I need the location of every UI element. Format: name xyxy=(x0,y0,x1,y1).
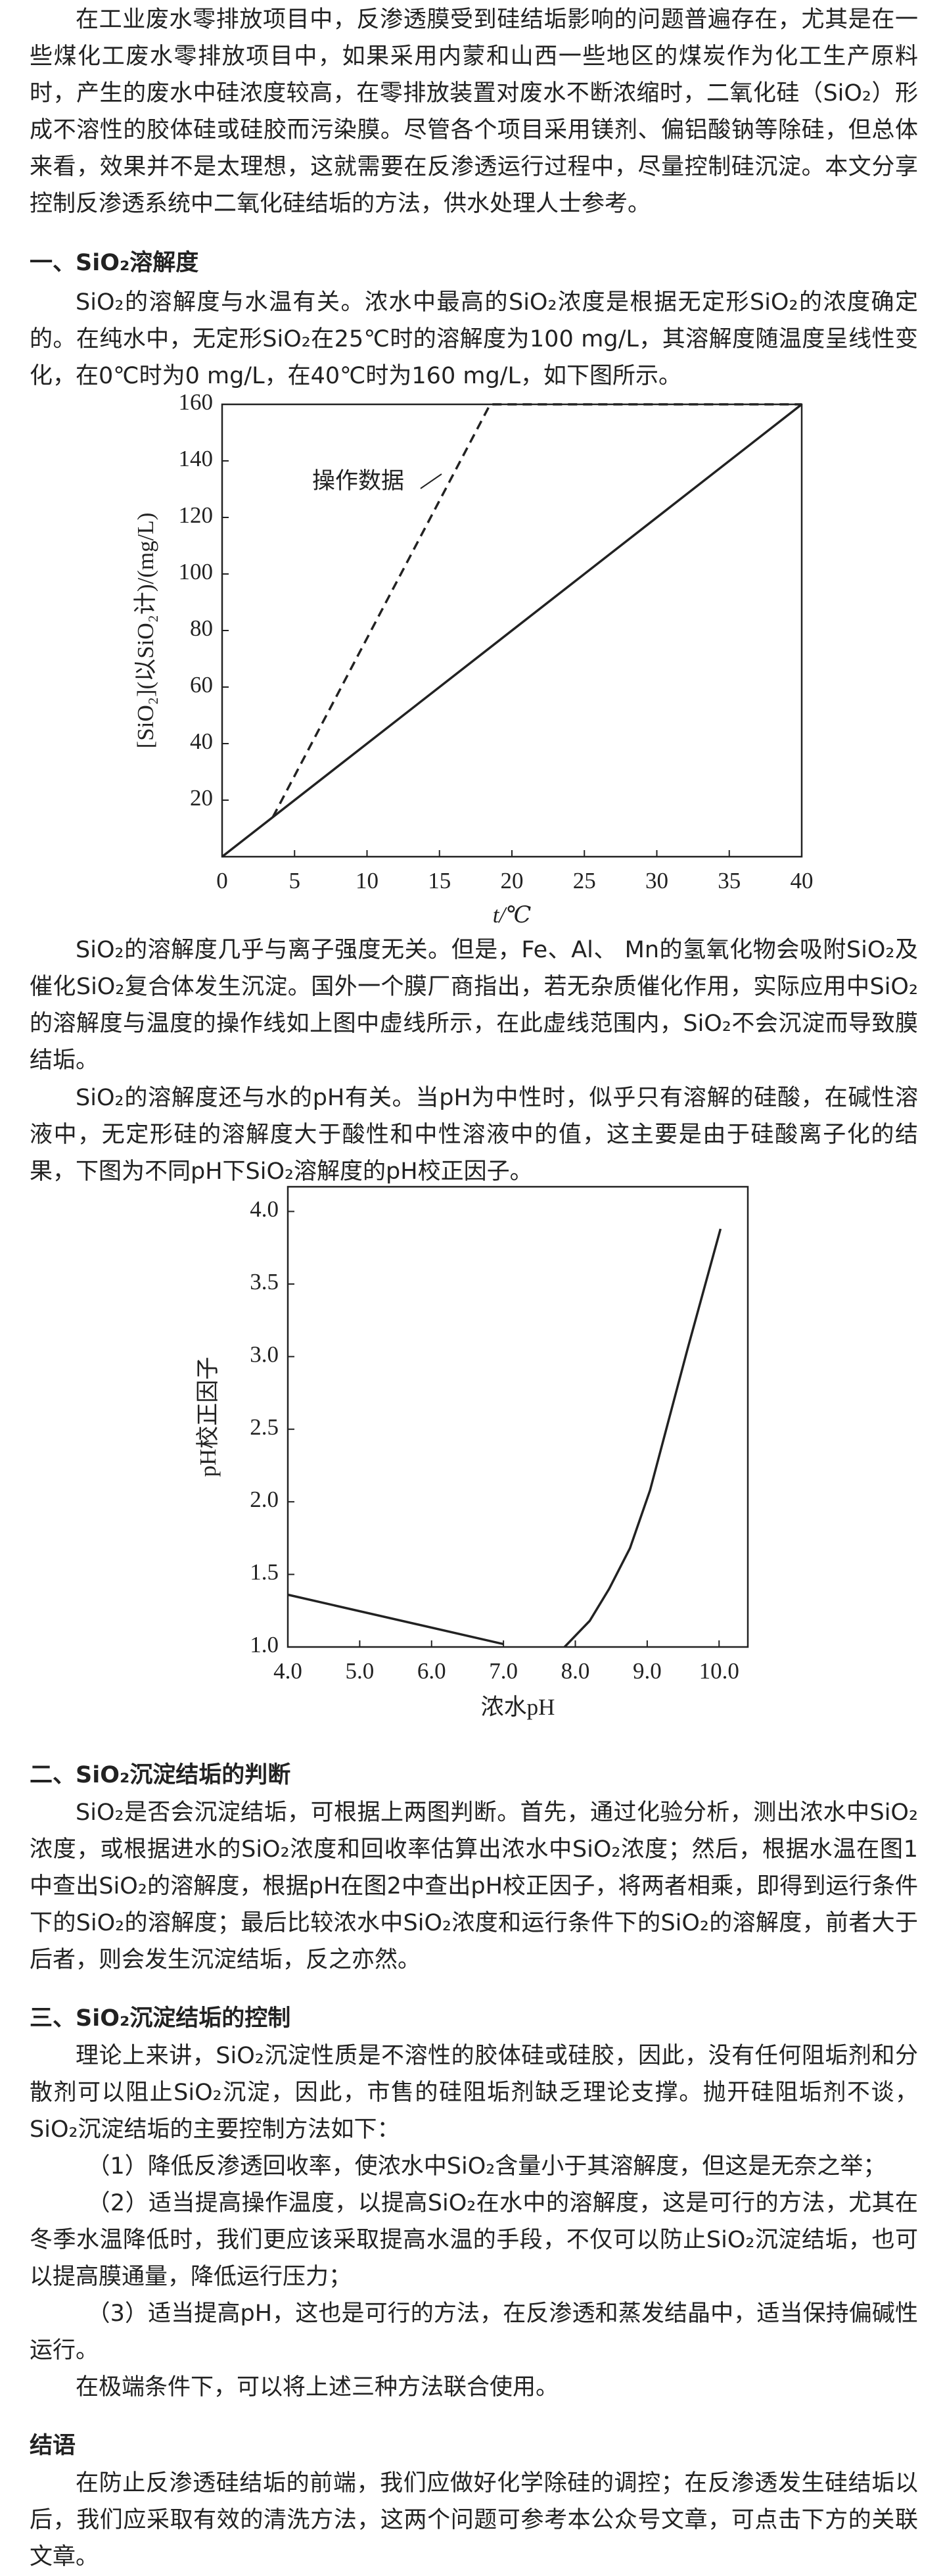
heading: 一、SiO₂溶解度 xyxy=(30,245,918,281)
heading: 三、SiO₂沉淀结垢的控制 xyxy=(30,2000,918,2037)
x-axis-label: 浓水pH xyxy=(481,1694,555,1720)
paragraph: SiO₂的溶解度几乎与离子强度无关。但是，Fe、Al、 Mn的氢氧化物会吸附Si… xyxy=(30,937,918,1074)
series-line xyxy=(287,1593,504,1646)
plot-frame xyxy=(287,1185,749,1648)
x-tick-label: 30 xyxy=(645,868,668,894)
series-line xyxy=(271,403,802,818)
paragraph: 理论上来讲，SiO₂沉淀性质是不溶性的胶体硅或硅胶，因此，没有任何阻垢剂和分散剂… xyxy=(30,2043,918,2143)
x-tick-label: 5.0 xyxy=(346,1658,375,1684)
heading-text: 三、SiO₂沉淀结垢的控制 xyxy=(30,2005,291,2032)
heading-text: 结语 xyxy=(30,2433,76,2459)
x-tick-label: 6.0 xyxy=(417,1658,446,1684)
x-tick-label: 10 xyxy=(356,868,379,894)
x-tick-label: 40 xyxy=(791,868,814,894)
y-axis-label: pH校正因子 xyxy=(195,1357,221,1477)
chart: 4.0 5.0 6.0 7.0 8.0 9.0 10.0 1.0 1.5 2.0 2.5 3.0 3.5… xyxy=(195,1185,749,1720)
x-tick-label: 15 xyxy=(428,868,451,894)
list-item: （1）降低反渗透回收率，使浓水中SiO₂含量小于其溶解度，但这是无奈之举； xyxy=(87,2153,886,2180)
x-tick-label: 9.0 xyxy=(633,1658,662,1684)
annotation: 操作数据 xyxy=(312,468,404,494)
x-tick-label: 35 xyxy=(718,868,741,894)
y-tick-label: 3.0 xyxy=(250,1341,279,1367)
y-tick-label: 60 xyxy=(190,672,213,698)
paragraph: 在极端条件下，可以将上述三种方法联合使用。 xyxy=(76,2374,559,2400)
y-tick-label: 20 xyxy=(190,785,213,811)
section: SiO₂的溶解度还与水的pH有关。当pH为中性时，似乎只有溶解的硅酸，在碱性溶液… xyxy=(30,1080,918,1190)
section: 在防止反渗透硅结垢的前端，我们应做好化学除硅的调控；在反渗透发生硅结垢以后，我们… xyxy=(30,2465,918,2575)
y-tick-label: 80 xyxy=(190,615,213,641)
list-item: （3）适当提高pH，这也是可行的方法，在反渗透和蒸发结晶中，适当保持偏碱性运行。 xyxy=(30,2301,918,2364)
y-tick-label: 100 xyxy=(179,559,214,584)
x-tick-label: 0 xyxy=(216,868,228,894)
paragraph: SiO₂是否会沉淀结垢，可根据上两图判断。首先，通过化验分析，测出浓水中SiO₂… xyxy=(30,1800,918,1973)
y-axis-label: [SiO₂](以SiO₂计)/(mg/L) xyxy=(133,513,158,749)
y-tick-label: 2.0 xyxy=(250,1487,279,1512)
x-tick-label: 5 xyxy=(289,868,301,894)
y-tick-label: 40 xyxy=(190,728,213,754)
heading: 二、SiO₂沉淀结垢的判断 xyxy=(30,1757,918,1794)
paragraph: SiO₂的溶解度还与水的pH有关。当pH为中性时，似乎只有溶解的硅酸，在碱性溶液… xyxy=(30,1085,918,1185)
x-tick-label: 25 xyxy=(573,868,596,894)
y-tick-label: 1.0 xyxy=(250,1632,279,1658)
y-tick-label: 4.0 xyxy=(250,1197,279,1222)
list-item: （2）适当提高操作温度，以提高SiO₂在水中的溶解度，这是可行的方法，尤其在冬季… xyxy=(30,2190,918,2290)
intro: 在工业废水零排放项目中，反渗透膜受到硅结垢影响的问题普遍存在，尤其是在一些煤化工… xyxy=(30,1,918,222)
y-tick-label: 120 xyxy=(179,502,214,528)
x-tick-label: 4.0 xyxy=(273,1658,302,1684)
series-line xyxy=(221,403,803,858)
x-tick-label: 7.0 xyxy=(489,1658,518,1684)
y-tick-label: 1.5 xyxy=(250,1560,279,1585)
y-tick-label: 140 xyxy=(179,446,214,471)
x-axis-label: t/℃ xyxy=(493,902,532,928)
x-tick-label: 10.0 xyxy=(699,1658,739,1684)
heading-text: 一、SiO₂溶解度 xyxy=(30,250,199,276)
section: 理论上来讲，SiO₂沉淀性质是不溶性的胶体硅或硅胶，因此，没有任何阻垢剂和分散剂… xyxy=(30,2038,918,2406)
heading-text: 二、SiO₂沉淀结垢的判断 xyxy=(30,1762,291,1788)
y-tick-label: 160 xyxy=(179,391,214,415)
paragraph: 在工业废水零排放项目中，反渗透膜受到硅结垢影响的问题普遍存在，尤其是在一些煤化工… xyxy=(30,7,918,217)
annotation-leader xyxy=(420,473,442,489)
paragraph: SiO₂的溶解度与水温有关。浓水中最高的SiO₂浓度是根据无定形SiO₂的浓度确… xyxy=(30,289,918,389)
section: SiO₂是否会沉淀结垢，可根据上两图判断。首先，通过化验分析，测出浓水中SiO₂… xyxy=(30,1794,918,1978)
section: SiO₂的溶解度与水温有关。浓水中最高的SiO₂浓度是根据无定形SiO₂的浓度确… xyxy=(30,284,918,394)
heading: 结语 xyxy=(30,2427,918,2464)
section: SiO₂的溶解度几乎与离子强度无关。但是，Fe、Al、 Mn的氢氧化物会吸附Si… xyxy=(30,932,918,1079)
y-tick-label: 2.5 xyxy=(250,1414,279,1440)
x-tick-label: 20 xyxy=(501,868,524,894)
x-tick-label: 8.0 xyxy=(561,1658,590,1684)
chart: 0 5 10 15 20 25 30 35 40 20 40 60 80 100 120 140 160 t/℃ [… xyxy=(133,391,814,928)
y-tick-label: 3.5 xyxy=(250,1269,279,1295)
series-line xyxy=(563,1228,722,1648)
paragraph: 在防止反渗透硅结垢的前端，我们应做好化学除硅的调控；在反渗透发生硅结垢以后，我们… xyxy=(30,2470,918,2570)
